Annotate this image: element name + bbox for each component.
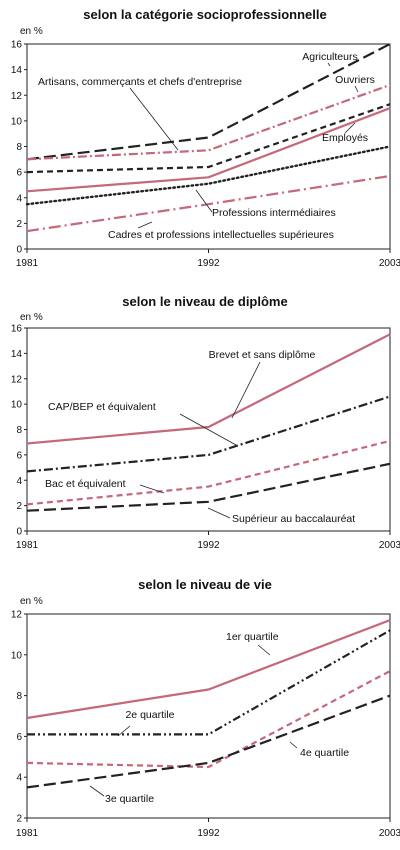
chart-3: selon le niveau de vie en % 2 4 6 8 10 12 1981 19… <box>11 577 400 839</box>
y-tick-label: 2 <box>16 814 22 825</box>
series-label-brevet-et-sans-diplome: Brevet et sans diplôme <box>209 349 316 361</box>
series-line-agriculteurs <box>26 43 391 161</box>
annotation-leader <box>129 87 179 151</box>
x-tick-label: 1981 <box>16 540 39 551</box>
y-tick-label: 0 <box>16 527 22 538</box>
series-label-superieur-au-baccalaureat: Supérieur au baccalauréat <box>232 513 355 525</box>
y-tick-label: 10 <box>11 650 23 661</box>
x-tick-label: 2003 <box>379 540 400 551</box>
series-line-bac-et-equivalent <box>26 439 391 506</box>
series-line-employes <box>26 107 391 193</box>
series-line-cadres-et-professions-intellectuelles-superieures <box>26 174 391 233</box>
plot-frame <box>26 613 391 819</box>
x-tick-label: 1992 <box>197 828 220 839</box>
y-tick-label: 12 <box>11 610 23 621</box>
y-tick-label: 2 <box>16 219 22 230</box>
y-tick-label: 4 <box>16 773 22 784</box>
y-tick-label: 4 <box>16 193 22 204</box>
y-tick-label: 12 <box>11 91 23 102</box>
series-line-brevet-et-sans-diplome <box>26 333 391 445</box>
series-line-4e-quartile <box>26 694 391 789</box>
series-label-professions-intermediaires: Professions intermédiaires <box>212 207 336 219</box>
y-tick-label: 14 <box>11 349 23 360</box>
series-line-3e-quartile <box>26 670 391 769</box>
series-label-employes: Employés <box>322 132 368 144</box>
x-tick-label: 1981 <box>16 828 39 839</box>
series-label-3e-quartile: 3e quartile <box>105 793 154 805</box>
annotation-leader <box>195 189 213 213</box>
y-tick-label: 12 <box>11 374 23 385</box>
y-tick-label: 8 <box>16 142 22 153</box>
chart-title: selon la catégorie socioprofessionnelle <box>83 7 326 22</box>
x-tick-label: 2003 <box>379 258 400 269</box>
annotation-leader <box>139 484 165 494</box>
series-line-superieur-au-baccalaureat <box>26 462 391 512</box>
y-tick-label: 6 <box>16 732 22 743</box>
series-line-artisans-commercants-et-chefs-d-entreprise <box>26 83 391 161</box>
series-label-4e-quartile: 4e quartile <box>300 747 349 759</box>
y-tick-label: 6 <box>16 168 22 179</box>
annotation-leader <box>179 413 237 446</box>
y-tick-label: 16 <box>11 40 23 51</box>
annotation-leader <box>289 741 298 749</box>
annotation-leader <box>117 725 131 737</box>
y-tick-label: 14 <box>11 65 23 76</box>
annotation-leader <box>354 85 359 93</box>
annotation-leader <box>89 785 105 797</box>
annotation-leader <box>257 644 271 656</box>
x-tick-label: 1992 <box>197 540 220 551</box>
y-tick-label: 8 <box>16 425 22 436</box>
x-tick-label: 2003 <box>379 828 400 839</box>
series-label-agriculteurs: Agriculteurs <box>302 51 357 63</box>
y-tick-label: 4 <box>16 476 22 487</box>
series-label-artisans-commercants-et-chefs-d-entreprise: Artisans, commerçants et chefs d'entrepr… <box>38 76 242 88</box>
annotation-leader <box>231 361 261 419</box>
series-label-2e-quartile: 2e quartile <box>125 709 174 721</box>
annotation-leader <box>137 221 153 229</box>
y-unit-label: en % <box>20 26 43 37</box>
annotation-leader <box>327 62 331 67</box>
series-line-1er-quartile <box>26 619 391 720</box>
chart-title: selon le niveau de vie <box>138 577 272 592</box>
series-label-bac-et-equivalent: Bac et équivalent <box>45 478 126 490</box>
y-tick-label: 10 <box>11 400 23 411</box>
y-unit-label: en % <box>20 312 43 323</box>
y-tick-label: 6 <box>16 450 22 461</box>
series-label-cadres-et-professions-intellectuelles-superieures: Cadres et professions intellectuelles su… <box>108 229 334 241</box>
series-label-1er-quartile: 1er quartile <box>226 631 279 643</box>
annotation-leader <box>344 122 356 134</box>
y-tick-label: 8 <box>16 691 22 702</box>
y-tick-label: 16 <box>11 324 23 335</box>
y-tick-label: 10 <box>11 116 23 127</box>
series-label-ouvriers: Ouvriers <box>335 74 375 86</box>
series-label-cap-bep-et-equivalent: CAP/BEP et équivalent <box>48 401 156 413</box>
y-unit-label: en % <box>20 596 43 607</box>
plot-frame <box>26 43 391 250</box>
annotation-leader <box>207 507 231 519</box>
chart-2: selon le niveau de diplôme en % 0 2 4 6 8 10 12 1… <box>11 294 400 551</box>
chart-title: selon le niveau de diplôme <box>122 294 287 309</box>
series-line-cap-bep-et-equivalent <box>26 395 391 473</box>
x-tick-label: 1992 <box>197 258 220 269</box>
y-tick-label: 0 <box>16 245 22 256</box>
y-tick-label: 2 <box>16 501 22 512</box>
chart-1: selon la catégorie socioprofessionnelle e… <box>11 7 400 269</box>
series-line-2e-quartile <box>27 629 391 736</box>
x-tick-label: 1981 <box>16 258 39 269</box>
series-line-ouvriers <box>26 103 391 174</box>
series-line-professions-intermediaires <box>25 145 392 206</box>
